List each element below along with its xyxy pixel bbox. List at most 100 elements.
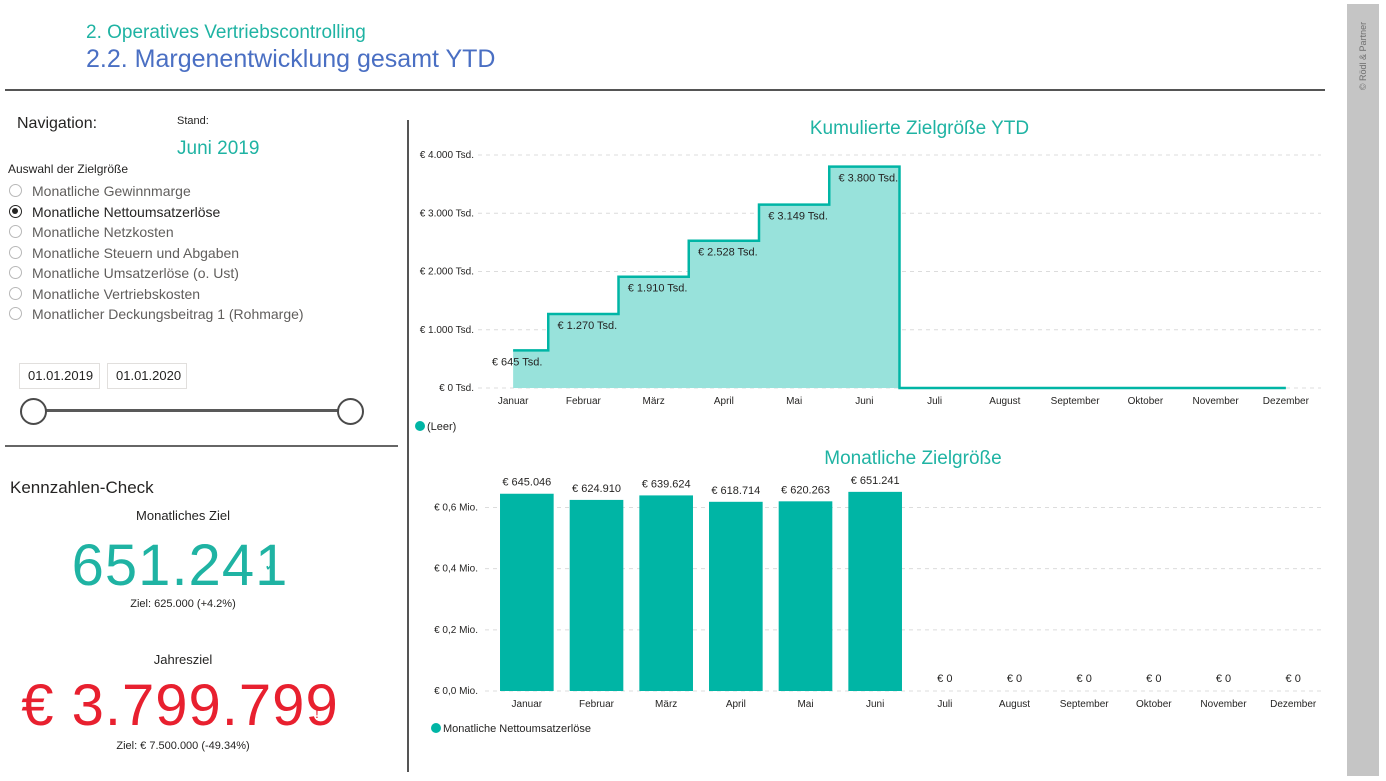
legend-label: (Leer) [427, 421, 456, 433]
data-label: € 0 [1146, 673, 1161, 685]
radio-label: Monatliche Netzkosten [32, 224, 174, 240]
bar-märz[interactable] [639, 495, 693, 691]
radio-monatliche-netzkosten[interactable]: Monatliche Netzkosten [8, 222, 304, 243]
radio-monatliche-nettoumsatzerloese[interactable]: Monatliche Nettoumsatzerlöse [8, 202, 304, 223]
y-tick-label: € 0,4 Mio. [434, 564, 478, 575]
data-label: € 620.263 [781, 484, 830, 496]
bar-februar[interactable] [569, 499, 624, 691]
radio-circle-icon [9, 307, 22, 320]
radio-label: Monatliche Nettoumsatzerlöse [32, 203, 221, 220]
chart-title: Kumulierte Zielgröße YTD [810, 118, 1029, 139]
radio-monatlicher-deckungsbeitrag[interactable]: Monatlicher Deckungsbeitrag 1 (Rohmarge) [8, 304, 304, 325]
radio-monatliche-vertriebskosten[interactable]: Monatliche Vertriebskosten [8, 284, 304, 305]
y-tick-label: € 0,0 Mio. [434, 686, 478, 697]
x-tick-label: April [714, 396, 734, 407]
radio-circle-icon [9, 245, 22, 259]
x-tick-label: Juni [855, 396, 873, 407]
x-tick-label: September [1051, 396, 1101, 407]
checkmark-icon: ✓ [264, 558, 278, 575]
x-tick-label: Dezember [1270, 699, 1317, 710]
radio-label: Monatliche Vertriebskosten [32, 285, 201, 302]
radio-circle-icon [9, 204, 22, 218]
bar-januar[interactable] [500, 493, 554, 691]
x-tick-label: November [1200, 699, 1247, 710]
navigation-title: Navigation: [17, 115, 98, 132]
x-tick-label: Oktober [1128, 396, 1164, 407]
x-tick-label: Dezember [1263, 396, 1310, 407]
date-range-slider-start-handle[interactable] [20, 398, 47, 425]
x-tick-label: März [655, 699, 677, 710]
data-label: € 0 [1007, 673, 1022, 685]
y-tick-label: € 0,2 Mio. [434, 625, 478, 636]
stand-label: Stand: [177, 115, 209, 127]
copyright-band: © Rödl & Partner [1347, 4, 1379, 776]
radio-monatliche-steuern-und-abgaben[interactable]: Monatliche Steuern und Abgaben [8, 243, 304, 264]
data-label: € 0 [937, 673, 952, 685]
radio-label: Monatlicher Deckungsbeitrag 1 (Rohmarge) [32, 306, 304, 322]
annual-target-label: Jahresziel [153, 652, 213, 667]
x-tick-label: August [989, 396, 1020, 407]
radio-monatliche-gewinnmarge[interactable]: Monatliche Gewinnmarge [8, 181, 304, 202]
monthly-target-label: Monatliches Ziel [136, 508, 230, 523]
date-to-input[interactable]: 01.01.2020 [107, 363, 187, 389]
monthly-target-goal: Ziel: 625.000 (+4.2%) [130, 598, 236, 610]
legend-marker [431, 723, 441, 733]
data-label: € 624.910 [572, 483, 621, 495]
data-label: € 2.528 Tsd. [698, 247, 758, 259]
x-tick-label: Januar [498, 396, 529, 407]
data-label: € 3.149 Tsd. [768, 211, 828, 223]
y-tick-label: € 1.000 Tsd. [420, 325, 474, 336]
panel-divider-vertical [407, 120, 409, 772]
x-tick-label: Juli [927, 396, 942, 407]
monthly-target-value: 651.241 [71, 533, 289, 598]
data-label: € 651.241 [851, 475, 900, 487]
x-tick-label: September [1060, 699, 1110, 710]
data-label: € 0 [1286, 673, 1301, 685]
date-range-slider-end-handle[interactable] [337, 398, 364, 425]
selection-label: Auswahl der Zielgröße [8, 162, 129, 176]
y-tick-label: € 0 Tsd. [439, 383, 474, 394]
legend-marker [415, 421, 425, 431]
x-tick-label: Februar [566, 396, 602, 407]
x-tick-label: April [726, 699, 746, 710]
x-tick-label: November [1193, 396, 1240, 407]
x-tick-label: August [999, 699, 1030, 710]
x-tick-label: Oktober [1136, 699, 1172, 710]
radio-circle-icon [9, 184, 22, 197]
kpi-section-title: Kennzahlen-Check [10, 478, 154, 497]
y-tick-label: € 2.000 Tsd. [420, 267, 474, 278]
radio-label: Monatliche Umsatzerlöse (o. Ust) [32, 265, 239, 281]
radio-circle-icon [9, 266, 22, 279]
y-tick-label: € 4.000 Tsd. [420, 150, 474, 161]
x-tick-label: Juni [866, 699, 884, 710]
date-range-slider-track[interactable] [34, 409, 350, 412]
data-label: € 645 Tsd. [492, 356, 543, 368]
x-tick-label: März [643, 396, 665, 407]
x-tick-label: Januar [512, 699, 543, 710]
page-title: 2.2. Margenentwicklung gesamt YTD [86, 45, 496, 73]
panel-divider-horizontal [5, 445, 398, 447]
x-tick-label: Mai [797, 699, 813, 710]
data-label: € 1.270 Tsd. [558, 320, 618, 332]
section-subtitle: 2. Operatives Vertriebscontrolling [86, 22, 366, 43]
data-label: € 1.910 Tsd. [628, 283, 688, 295]
date-from-input[interactable]: 01.01.2019 [19, 363, 100, 389]
header-divider [5, 89, 1325, 91]
x-tick-label: Juli [937, 699, 952, 710]
target-metric-radio-group: Monatliche Gewinnmarge Monatliche Nettou… [8, 181, 304, 325]
x-tick-label: Mai [786, 396, 802, 407]
annual-target-value: € 3.799.799 [21, 673, 339, 738]
y-tick-label: € 3.000 Tsd. [420, 208, 474, 219]
bar-april[interactable] [709, 501, 763, 691]
radio-label: Monatliche Gewinnmarge [32, 183, 191, 199]
data-label: € 0 [1077, 673, 1092, 685]
stand-value: Juni 2019 [177, 138, 260, 159]
x-tick-label: Februar [579, 699, 615, 710]
data-label: € 639.624 [642, 478, 691, 490]
data-label: € 618.714 [711, 485, 760, 497]
bar-juni[interactable] [848, 491, 902, 691]
radio-monatliche-umsatzerloese[interactable]: Monatliche Umsatzerlöse (o. Ust) [8, 263, 304, 284]
y-tick-label: € 0,6 Mio. [434, 503, 478, 514]
bar-mai[interactable] [778, 501, 833, 691]
